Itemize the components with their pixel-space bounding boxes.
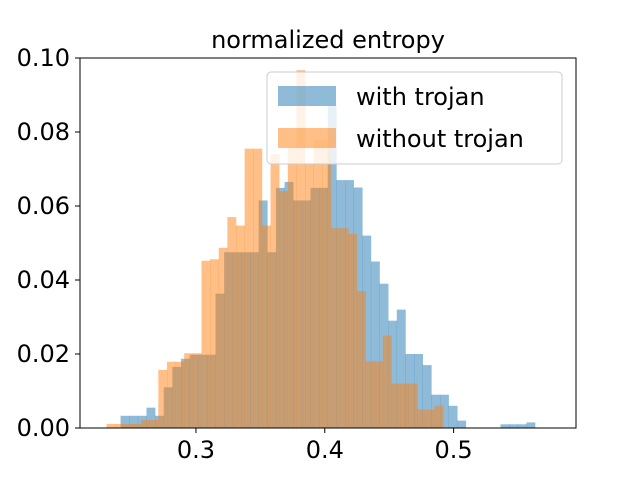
bar-series-2 — [382, 335, 392, 428]
bar-series-2 — [166, 361, 176, 428]
bar-series-2 — [339, 228, 349, 428]
bar-series-1 — [129, 415, 139, 428]
x-axis: 0.3 0.4 0.5 — [177, 428, 473, 464]
bar-series-2 — [192, 353, 202, 428]
bar-series-2 — [425, 409, 435, 428]
bar-series-1 — [396, 309, 406, 428]
legend: with trojan without trojan — [266, 71, 563, 165]
bar-series-1 — [448, 405, 458, 428]
bar-series-2 — [322, 140, 332, 428]
bar-series-1 — [422, 365, 432, 428]
bar-series-2 — [106, 423, 116, 428]
y-tick-label: 0.10 — [17, 44, 70, 72]
bar-series-1 — [362, 235, 372, 428]
bar-series-1 — [439, 394, 449, 428]
legend-box — [266, 71, 563, 165]
bar-series-2 — [356, 291, 366, 428]
bar-series-2 — [149, 419, 159, 428]
bar-series-1 — [457, 420, 467, 428]
y-tick-label: 0.06 — [17, 192, 70, 220]
bar-series-2 — [236, 225, 245, 428]
bar-series-2 — [296, 70, 306, 429]
histogram-bars — [106, 70, 536, 429]
bar-series-2 — [313, 140, 323, 428]
bar-series-2 — [210, 259, 220, 428]
legend-swatch — [278, 128, 336, 148]
bar-series-2 — [348, 233, 358, 428]
bar-series-2 — [434, 405, 444, 428]
bar-series-2 — [201, 260, 211, 428]
legend-label: without trojan — [356, 125, 524, 153]
bar-series-1 — [509, 424, 519, 428]
y-axis: 0.00 0.02 0.04 0.06 0.08 0.10 — [17, 44, 80, 442]
y-tick-label: 0.08 — [17, 118, 70, 146]
bar-series-2 — [365, 361, 375, 428]
bar-series-1 — [120, 415, 130, 428]
bar-series-2 — [417, 409, 427, 428]
bar-series-2 — [175, 361, 185, 428]
bar-series-2 — [279, 191, 289, 428]
legend-label: with trojan — [356, 83, 485, 111]
bar-series-2 — [218, 247, 228, 428]
plot-frame — [79, 57, 577, 429]
bar-series-1 — [517, 424, 527, 428]
bar-series-1 — [370, 261, 380, 428]
bar-series-2 — [287, 147, 297, 428]
bar-series-2 — [184, 353, 194, 428]
bar-series-2 — [244, 148, 254, 428]
x-tick-label: 0.5 — [435, 436, 473, 464]
bar-series-2 — [158, 369, 168, 428]
bar-series-2 — [115, 423, 125, 428]
y-tick-label: 0.04 — [17, 266, 70, 294]
bar-series-2 — [261, 225, 271, 428]
bar-series-1 — [388, 320, 398, 428]
bar-series-2 — [132, 423, 142, 428]
bar-series-2 — [253, 148, 263, 428]
bar-series-2 — [270, 154, 280, 428]
bar-series-2 — [305, 163, 314, 428]
bar-series-2 — [374, 361, 384, 428]
bar-series-1 — [526, 422, 536, 428]
y-tick-label: 0.00 — [17, 414, 70, 442]
chart-title: normalized entropy — [211, 26, 445, 54]
bar-series-2 — [123, 423, 133, 428]
bar-series-1 — [500, 424, 510, 428]
bar-series-2 — [400, 383, 409, 428]
bar-series-1 — [414, 354, 423, 428]
bar-series-2 — [330, 228, 340, 428]
bar-series-1 — [146, 407, 156, 428]
bar-series-2 — [391, 383, 401, 428]
x-tick-label: 0.4 — [306, 436, 344, 464]
legend-swatch — [278, 86, 336, 106]
x-tick-label: 0.3 — [177, 436, 215, 464]
y-tick-label: 0.02 — [17, 340, 70, 368]
bar-series-2 — [408, 383, 418, 428]
bar-series-2 — [141, 419, 150, 428]
bar-series-2 — [227, 217, 237, 428]
